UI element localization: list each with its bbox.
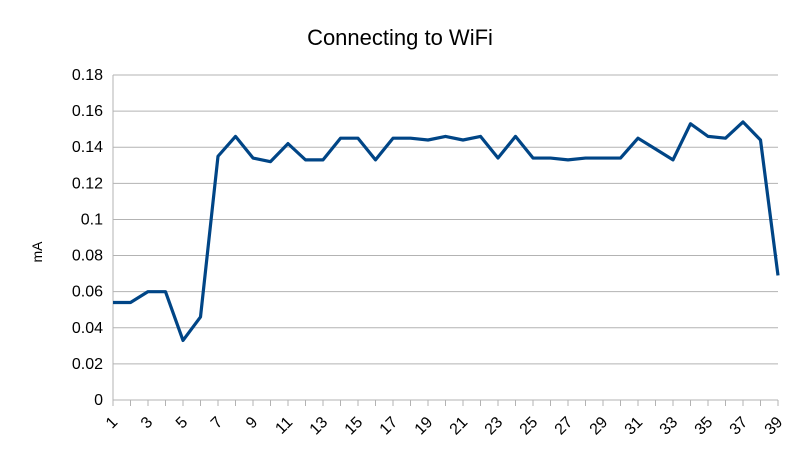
data-point xyxy=(129,301,132,304)
data-point xyxy=(304,158,307,161)
data-point xyxy=(532,157,535,160)
data-point xyxy=(672,158,675,161)
x-tick-label: 39 xyxy=(762,414,787,439)
data-point xyxy=(374,158,377,161)
data-point xyxy=(147,290,150,293)
grid-lines xyxy=(112,74,778,401)
y-tick-label: 0 xyxy=(94,392,103,409)
data-point xyxy=(479,135,482,138)
data-point xyxy=(234,135,237,138)
x-tick-label: 21 xyxy=(447,414,472,439)
y-tick-label: 0.02 xyxy=(72,356,103,373)
x-tick-label: 15 xyxy=(342,414,367,439)
data-point xyxy=(287,142,290,145)
data-point xyxy=(497,157,500,160)
data-point xyxy=(742,120,745,123)
data-point xyxy=(549,157,552,160)
data-point xyxy=(602,157,605,160)
x-tick-label: 17 xyxy=(377,414,402,439)
data-point xyxy=(462,139,465,142)
x-tick-label: 29 xyxy=(587,414,612,439)
x-tick-label: 33 xyxy=(657,414,682,439)
data-point xyxy=(689,122,692,125)
x-tick-label: 11 xyxy=(272,414,296,438)
data-point xyxy=(409,137,412,140)
data-point xyxy=(392,137,395,140)
data-point xyxy=(637,137,640,140)
data-point xyxy=(567,158,570,161)
x-tick-label: 19 xyxy=(412,414,437,439)
y-tick-label: 0.04 xyxy=(72,320,103,337)
data-point xyxy=(339,137,342,140)
x-axis-ticks: 1 3 5 7 9 11 13 15 17 19 21 23 25 27 29 31 33 35 37 39 xyxy=(103,400,786,438)
data-point xyxy=(777,274,780,277)
series-group xyxy=(112,120,780,343)
x-tick-label: 3 xyxy=(138,414,156,432)
x-tick-label: 27 xyxy=(552,414,577,439)
x-tick-label: 5 xyxy=(173,414,191,432)
data-point xyxy=(707,135,710,138)
y-tick-label: 0.12 xyxy=(72,175,103,192)
data-point xyxy=(252,157,255,160)
y-tick-label: 0.18 xyxy=(72,67,103,84)
chart-title: Connecting to WiFi xyxy=(307,25,493,50)
data-point xyxy=(182,339,185,342)
y-tick-label: 0.06 xyxy=(72,284,103,301)
x-tick-label: 23 xyxy=(482,414,507,439)
data-point xyxy=(444,135,447,138)
x-tick-label: 37 xyxy=(727,414,752,439)
data-point xyxy=(217,155,220,158)
y-tick-label: 0.08 xyxy=(72,248,103,265)
data-point xyxy=(654,148,657,151)
data-point xyxy=(514,135,517,138)
series-line xyxy=(113,120,780,343)
data-point xyxy=(357,137,360,140)
data-point xyxy=(269,160,272,163)
y-tick-label: 0.1 xyxy=(81,211,103,228)
y-axis-ticks: 0 0.02 0.04 0.06 0.08 0.1 0.12 0.14 0.16 0.18 xyxy=(72,67,103,409)
x-tick-label: 25 xyxy=(517,414,542,439)
y-axis-label: mA xyxy=(29,241,45,263)
x-tick-label: 7 xyxy=(208,414,226,432)
x-tick-label: 31 xyxy=(622,414,647,439)
data-point xyxy=(322,158,325,161)
data-point xyxy=(619,157,622,160)
data-point xyxy=(759,139,762,142)
y-tick-label: 0.14 xyxy=(72,139,103,156)
x-tick-label: 9 xyxy=(243,414,261,432)
x-tick-label: 13 xyxy=(307,414,332,439)
data-point xyxy=(584,157,587,160)
x-tick-label: 1 xyxy=(103,414,121,432)
x-tick-label: 35 xyxy=(692,414,717,439)
data-point xyxy=(199,315,202,318)
y-tick-label: 0.16 xyxy=(72,103,103,120)
data-point xyxy=(164,290,167,293)
data-point xyxy=(427,139,430,142)
data-point xyxy=(112,301,115,304)
data-point xyxy=(724,137,727,140)
